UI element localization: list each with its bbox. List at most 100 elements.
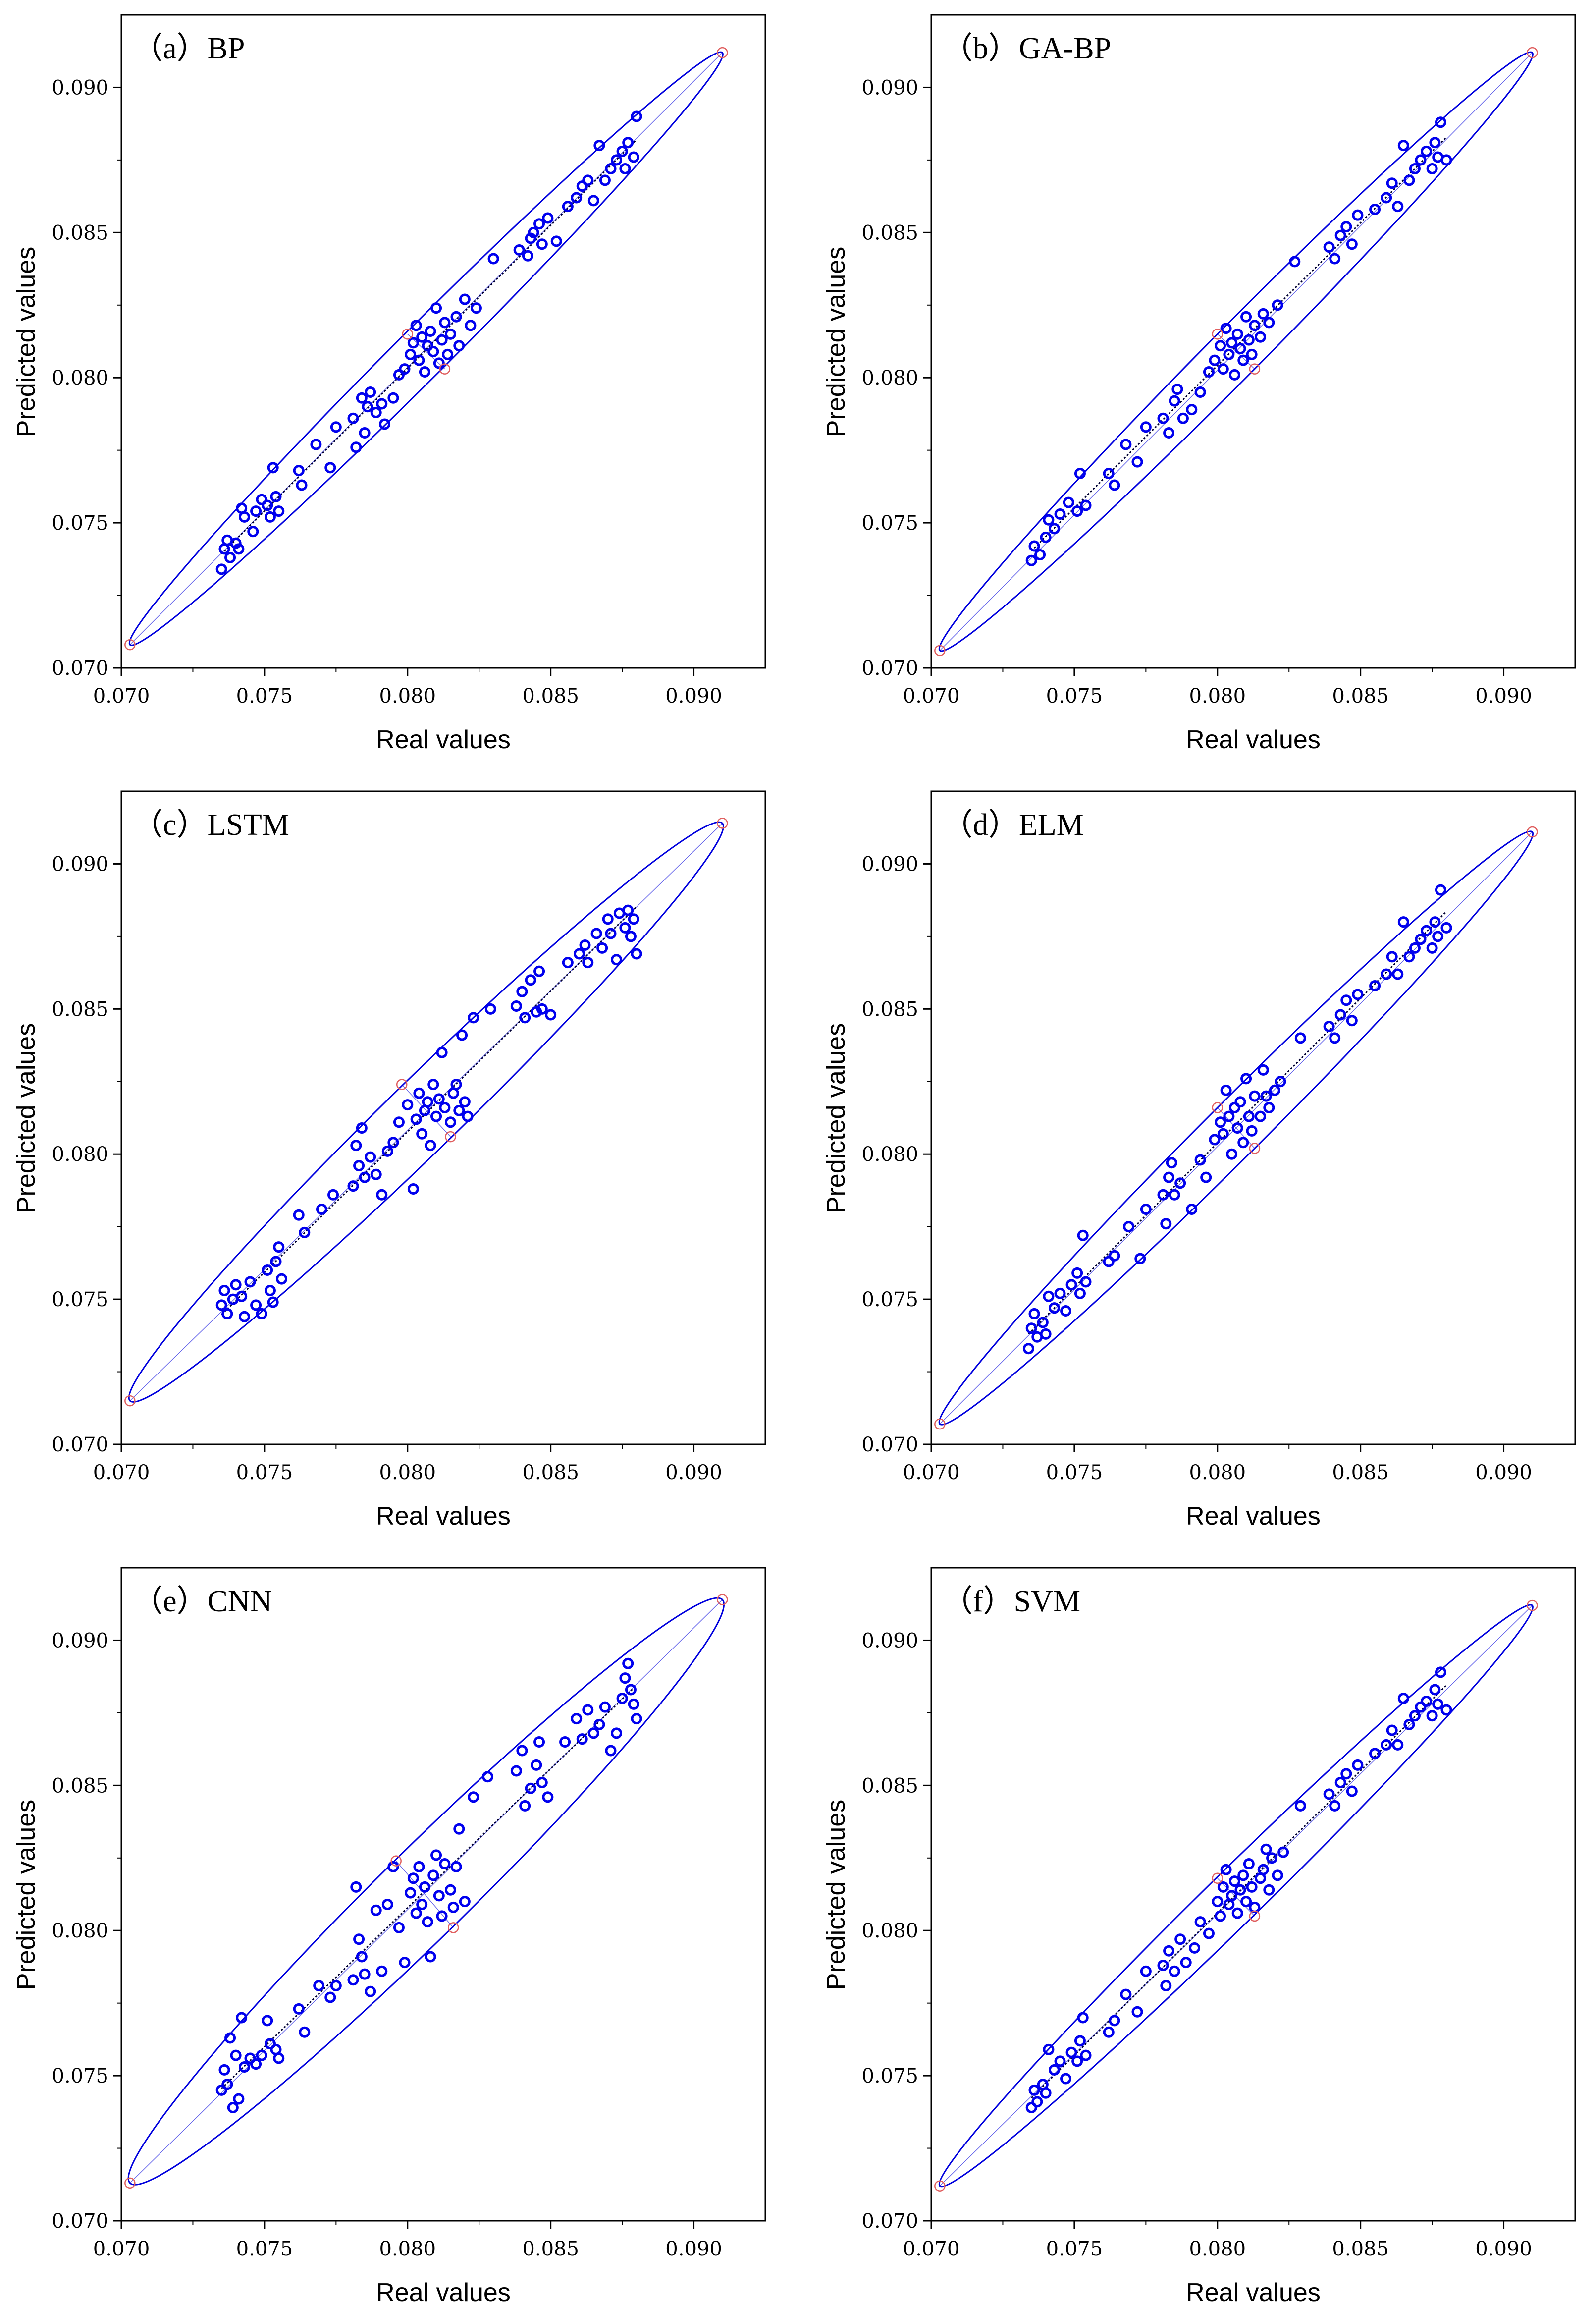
data-point [436, 334, 448, 346]
plot-frame [120, 14, 766, 669]
data-point [413, 1087, 425, 1099]
data-point [405, 348, 417, 360]
data-point [525, 1782, 536, 1794]
data-point [1269, 1084, 1280, 1096]
data-point [1043, 514, 1055, 526]
data-point [1397, 1693, 1409, 1704]
data-point [1329, 253, 1341, 265]
data-point [247, 526, 259, 538]
data-point [387, 392, 399, 404]
ellipse-vertex-marker [124, 1395, 136, 1407]
data-point [1220, 1864, 1232, 1875]
data-point [359, 1171, 371, 1183]
data-point [525, 974, 536, 986]
data-point [410, 1907, 422, 1919]
data-point [1249, 1901, 1261, 1913]
data-point [1160, 1980, 1172, 1992]
plot-frame [120, 1567, 766, 2222]
data-point [1340, 1768, 1352, 1780]
y-tick-label: 0.075 [861, 2065, 918, 2088]
data-point [1397, 140, 1409, 152]
data-point [444, 328, 456, 340]
data-point [1074, 468, 1086, 480]
data-point [1435, 884, 1446, 896]
x-tick-label: 0.085 [1332, 2238, 1389, 2260]
data-point [1381, 968, 1392, 980]
ellipse-vertex-marker [390, 1855, 402, 1867]
data-point [459, 1896, 471, 1908]
data-point [425, 1140, 436, 1152]
x-axis-label: Real values [1186, 2278, 1321, 2307]
y-tick-label: 0.075 [52, 2065, 108, 2088]
data-point [422, 340, 433, 352]
data-point [230, 2049, 242, 2061]
data-point [233, 2093, 245, 2105]
data-point [427, 1079, 439, 1091]
data-point [533, 218, 545, 230]
data-point [468, 1791, 479, 1803]
data-point [1260, 1090, 1272, 1102]
data-point [1246, 1125, 1258, 1137]
data-point [1289, 256, 1301, 268]
data-point [450, 1861, 462, 1872]
data-point [264, 511, 276, 523]
data-point [1163, 1171, 1175, 1183]
y-axis-label: Predicted values [822, 247, 851, 437]
data-point [270, 1256, 282, 1267]
data-point [236, 1290, 248, 1302]
x-tick-label: 0.085 [1332, 685, 1389, 708]
data-point [533, 965, 545, 977]
data-point [1163, 1945, 1175, 1957]
data-point [1246, 348, 1258, 360]
data-point [453, 340, 465, 352]
y-tick-label: 0.090 [861, 76, 918, 99]
data-point [1157, 1960, 1169, 1972]
x-axis-label: Real values [376, 1502, 511, 1531]
ellipse-vertex-marker [402, 329, 414, 340]
data-point [1263, 1101, 1275, 1113]
y-tick-label: 0.080 [52, 1143, 108, 1166]
data-point [413, 1861, 425, 1872]
data-point [310, 439, 322, 450]
data-point [1209, 1134, 1221, 1146]
x-tick-label: 0.090 [665, 2238, 722, 2260]
data-point [450, 311, 462, 323]
y-tick-label: 0.085 [52, 998, 108, 1021]
data-point [365, 1985, 376, 1997]
ellipse-vertex-marker [1527, 47, 1538, 58]
data-point [262, 1264, 273, 1276]
data-point [1346, 1015, 1358, 1027]
data-point [1263, 317, 1275, 329]
ellipse-vertex-marker [396, 1079, 408, 1090]
data-point [442, 348, 454, 360]
data-point [1435, 1666, 1446, 1678]
data-point [416, 331, 428, 343]
data-point [1203, 366, 1215, 378]
data-point [262, 499, 273, 511]
x-tick-label: 0.085 [522, 685, 579, 708]
data-point [576, 1733, 588, 1745]
x-tick-label: 0.090 [1475, 685, 1532, 708]
data-point [1123, 1221, 1135, 1233]
data-point [1103, 468, 1115, 480]
data-point [256, 1308, 267, 1319]
data-point [376, 398, 388, 410]
data-point [359, 1968, 371, 1980]
data-point [416, 1128, 428, 1140]
data-point [593, 1718, 605, 1730]
data-point [365, 1151, 376, 1163]
data-point [628, 913, 639, 925]
x-tick-label: 0.075 [236, 1461, 293, 1484]
x-tick-label: 0.085 [1332, 1461, 1389, 1484]
data-point [425, 1951, 436, 1963]
data-point [238, 1311, 250, 1322]
data-point [1054, 508, 1066, 520]
data-point [453, 1823, 465, 1835]
data-point [215, 563, 227, 575]
data-point [1426, 1710, 1438, 1722]
ellipse-vertex-marker [934, 645, 946, 657]
data-point [562, 957, 574, 969]
data-point [516, 1745, 528, 1757]
data-point [559, 1736, 571, 1748]
data-point [1034, 549, 1046, 561]
